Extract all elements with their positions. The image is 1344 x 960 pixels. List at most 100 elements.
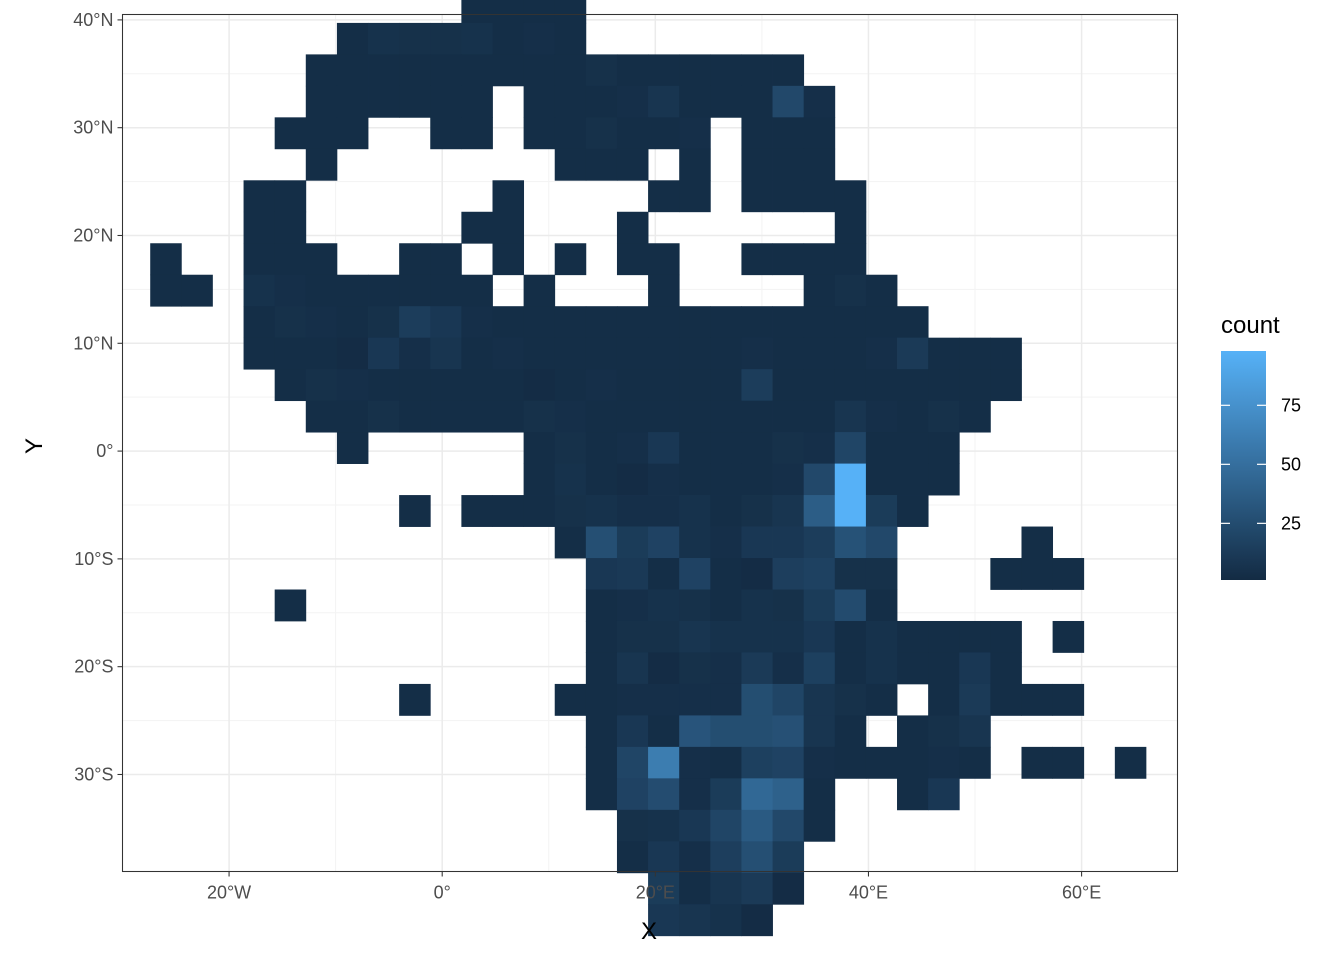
heatmap-tile — [865, 432, 898, 464]
heatmap-tile — [368, 337, 400, 370]
heatmap-tile — [1052, 620, 1085, 653]
heatmap-tile — [679, 652, 711, 685]
heatmap-tile — [399, 495, 431, 527]
heatmap-tile — [772, 148, 805, 181]
heatmap-tile — [399, 306, 431, 339]
heatmap-tile — [834, 274, 867, 307]
heatmap-tile — [679, 117, 711, 150]
heatmap-tile — [399, 337, 431, 370]
heatmap-tile — [648, 715, 680, 748]
heatmap-tile — [834, 369, 867, 402]
heatmap-tile — [834, 746, 867, 779]
heatmap-tile — [554, 243, 587, 276]
heatmap-tile — [834, 432, 867, 464]
heatmap-tile — [990, 652, 1022, 685]
heatmap-tile — [803, 683, 836, 716]
heatmap-tile — [865, 589, 898, 622]
heatmap-tile — [399, 683, 431, 716]
heatmap-tile — [461, 117, 493, 150]
heatmap-tile — [616, 148, 649, 181]
heatmap-tile — [492, 337, 525, 370]
heatmap-tile — [834, 683, 867, 716]
heatmap-tile — [897, 746, 929, 779]
heatmap-tile — [368, 369, 400, 402]
heatmap-tile — [243, 180, 276, 213]
heatmap-tile — [616, 589, 649, 622]
heatmap-tile — [897, 778, 929, 811]
heatmap-tile — [648, 180, 680, 213]
heatmap-tile — [554, 526, 587, 559]
heatmap-tile — [679, 495, 711, 527]
heatmap-tile — [616, 620, 649, 653]
heatmap-tile — [679, 148, 711, 181]
heatmap-tile — [492, 0, 525, 24]
heatmap-tile — [523, 22, 556, 55]
heatmap-tile — [897, 463, 929, 496]
heatmap-tile — [679, 778, 711, 811]
heatmap-tile — [368, 85, 400, 118]
heatmap-tile — [990, 683, 1022, 716]
heatmap-tile — [865, 558, 898, 590]
heatmap-tile — [990, 369, 1022, 402]
heatmap-tile — [616, 809, 649, 842]
heatmap-tile — [274, 117, 307, 150]
heatmap-tile — [865, 274, 898, 307]
heatmap-tile — [741, 117, 773, 150]
heatmap-tile — [834, 337, 867, 370]
heatmap-tile — [274, 589, 307, 622]
heatmap-tile — [274, 211, 307, 244]
heatmap-tile — [648, 746, 680, 779]
heatmap-tile — [368, 400, 400, 433]
heatmap-tile — [585, 400, 618, 433]
heatmap-tile — [243, 274, 276, 307]
heatmap-tile — [430, 306, 462, 339]
heatmap-tile — [679, 683, 711, 716]
heatmap-tile — [336, 274, 369, 307]
heatmap-tile — [928, 652, 960, 685]
heatmap-tile — [741, 306, 773, 339]
heatmap-tile — [679, 841, 711, 874]
legend-tick-label: 25 — [1281, 513, 1301, 533]
legend-tick-label: 75 — [1281, 395, 1301, 415]
heatmap-tile — [679, 620, 711, 653]
heatmap-tile — [679, 746, 711, 779]
heatmap-tile — [554, 432, 587, 464]
heatmap-tile — [585, 495, 618, 527]
y-tick-label: 0° — [96, 441, 113, 461]
heatmap-tile — [928, 683, 960, 716]
heatmap-tile — [305, 369, 338, 402]
heatmap-tile — [865, 306, 898, 339]
heatmap-tile — [399, 22, 431, 55]
heatmap-tile — [585, 85, 618, 118]
heatmap-tile — [710, 337, 742, 370]
heatmap-tile — [430, 117, 462, 150]
heatmap-tile — [710, 746, 742, 779]
heatmap-tile — [461, 22, 493, 55]
heatmap-tile — [834, 211, 867, 244]
heatmap-tile — [679, 180, 711, 213]
heatmap-tile — [772, 180, 805, 213]
heatmap-tile — [585, 306, 618, 339]
heatmap-tile — [616, 778, 649, 811]
heatmap-tile — [772, 369, 805, 402]
heatmap-tile — [648, 683, 680, 716]
heatmap-tile — [928, 432, 960, 464]
heatmap-tile — [959, 337, 991, 370]
heatmap-tile — [616, 495, 649, 527]
heatmap-tile — [772, 54, 805, 87]
heatmap-tile — [834, 180, 867, 213]
heatmap-tile — [181, 274, 213, 307]
heatmap-tile — [679, 809, 711, 842]
heatmap-tile — [897, 495, 929, 527]
heatmap-tile — [772, 652, 805, 685]
heatmap-tile — [554, 400, 587, 433]
heatmap-tile — [461, 0, 493, 24]
heatmap-tile — [741, 85, 773, 118]
heatmap-tile — [492, 211, 525, 244]
heatmap-tile — [897, 715, 929, 748]
heatmap-tile — [959, 400, 991, 433]
heatmap-tile — [803, 306, 836, 339]
heatmap-tile — [616, 54, 649, 87]
heatmap-tile — [523, 432, 556, 464]
heatmap-tile — [1052, 558, 1085, 590]
